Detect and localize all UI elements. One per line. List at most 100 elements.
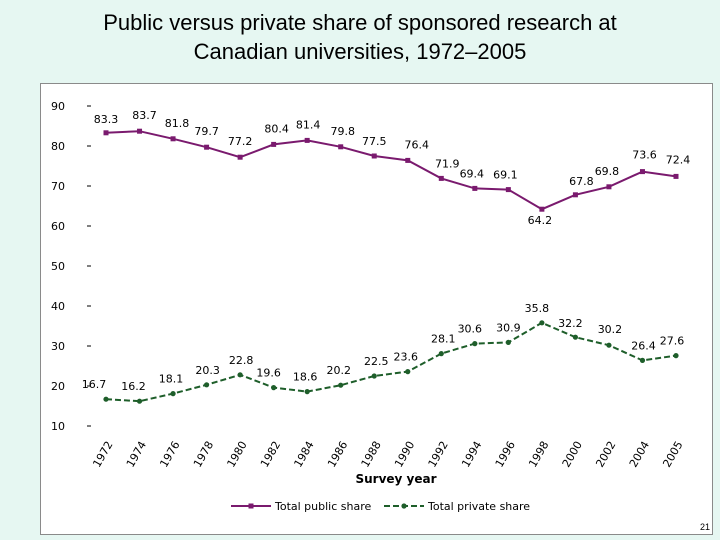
x-tick-label-1988: 1988 bbox=[359, 439, 384, 470]
private-point-1988 bbox=[371, 373, 377, 379]
public-point-1988 bbox=[371, 153, 377, 159]
public-value-label-1992: 71.9 bbox=[435, 157, 460, 170]
public-point-1976 bbox=[170, 136, 176, 142]
legend-public-marker bbox=[248, 503, 254, 509]
public-point-1992 bbox=[438, 175, 444, 181]
y-tick-label-50: 50 bbox=[51, 260, 65, 273]
x-tick-label-1994: 1994 bbox=[459, 439, 484, 470]
private-point-1994 bbox=[472, 341, 478, 347]
public-point-1998 bbox=[539, 206, 545, 212]
slide-title-line-1: Public versus private share of sponsored… bbox=[103, 10, 617, 35]
public-value-label-1980: 77.2 bbox=[228, 135, 253, 148]
private-value-label-1992: 28.1 bbox=[431, 333, 456, 346]
y-tick-label-60: 60 bbox=[51, 220, 65, 233]
public-value-label-1986: 79.8 bbox=[330, 125, 355, 138]
public-value-label-1974: 83.7 bbox=[132, 109, 157, 122]
public-value-label-2004: 73.6 bbox=[632, 149, 657, 162]
private-point-1972 bbox=[103, 396, 109, 402]
private-point-1974 bbox=[136, 398, 143, 404]
y-tick-label-40: 40 bbox=[51, 300, 65, 313]
public-value-label-1984: 81.4 bbox=[296, 118, 321, 131]
public-point-1972 bbox=[103, 130, 109, 136]
private-share-line bbox=[105, 321, 677, 403]
private-point-1978 bbox=[203, 382, 210, 388]
public-point-1974 bbox=[137, 128, 143, 134]
public-point-2002 bbox=[606, 184, 612, 190]
private-value-label-1972: 16.7 bbox=[82, 378, 107, 391]
x-tick-label-1972: 1972 bbox=[90, 439, 115, 470]
public-point-1982 bbox=[271, 141, 277, 147]
public-point-1990 bbox=[405, 157, 411, 163]
y-tick-label-30: 30 bbox=[51, 340, 65, 353]
public-value-label-1988: 77.5 bbox=[362, 135, 387, 148]
y-tick-label-80: 80 bbox=[51, 140, 65, 153]
x-tick-label-1982: 1982 bbox=[258, 439, 283, 470]
private-point-1984 bbox=[304, 389, 310, 395]
x-tick-label-1980: 1980 bbox=[224, 439, 249, 470]
slide-title-line-2: Canadian universities, 1972–2005 bbox=[193, 39, 527, 64]
public-point-2000 bbox=[572, 192, 578, 198]
private-point-1982 bbox=[271, 385, 277, 391]
private-value-label-1998: 35.8 bbox=[525, 302, 550, 315]
public-point-1994 bbox=[472, 185, 478, 191]
x-tick-label-2004: 2004 bbox=[627, 439, 652, 470]
private-value-label-2002: 30.2 bbox=[598, 323, 623, 336]
x-tick-label-1990: 1990 bbox=[392, 439, 417, 470]
x-tick-label-2002: 2002 bbox=[593, 439, 618, 470]
private-point-2002 bbox=[606, 342, 612, 348]
y-tick-label-70: 70 bbox=[51, 180, 65, 193]
public-value-label-2005: 72.4 bbox=[666, 153, 691, 166]
private-value-label-1994: 30.6 bbox=[458, 323, 483, 336]
x-tick-label-1992: 1992 bbox=[426, 439, 451, 470]
x-tick-label-2000: 2000 bbox=[560, 439, 585, 470]
public-value-label-1994: 69.4 bbox=[460, 167, 485, 180]
private-value-label-1990: 23.6 bbox=[394, 351, 419, 364]
private-value-label-1996: 30.9 bbox=[496, 321, 520, 334]
y-tick-label-90: 90 bbox=[51, 100, 65, 113]
x-tick-label-1986: 1986 bbox=[325, 439, 350, 470]
private-value-label-2000: 32.2 bbox=[558, 317, 583, 330]
public-value-label-2000: 67.8 bbox=[569, 175, 594, 188]
private-value-label-1980: 22.8 bbox=[229, 354, 254, 367]
private-point-2005 bbox=[673, 353, 679, 359]
public-value-label-2002: 69.8 bbox=[595, 165, 620, 178]
private-value-label-1984: 18.6 bbox=[293, 371, 318, 384]
public-value-label-1982: 80.4 bbox=[264, 122, 289, 135]
public-point-1984 bbox=[304, 137, 310, 143]
chart-frame: 10 20 30 40 50 60 70 80 90 1972 1974 1976 1978 1980 19… bbox=[40, 83, 713, 535]
public-point-1996 bbox=[505, 187, 511, 193]
private-value-label-1974: 16.2 bbox=[121, 380, 146, 393]
x-tick-label-1974: 1974 bbox=[124, 439, 149, 470]
public-value-label-1976: 81.8 bbox=[165, 117, 190, 130]
private-point-1976 bbox=[170, 391, 176, 397]
slide-title: Public versus private share of sponsored… bbox=[0, 8, 720, 66]
public-point-2004 bbox=[639, 169, 645, 175]
public-value-label-1978: 79.7 bbox=[194, 125, 219, 138]
private-value-label-1976: 18.1 bbox=[159, 373, 184, 386]
x-tick-label-2005: 2005 bbox=[660, 439, 685, 470]
public-point-1986 bbox=[338, 144, 344, 150]
public-value-label-1998: 64.2 bbox=[528, 214, 553, 227]
x-axis-title: Survey year bbox=[355, 472, 436, 486]
public-value-label-1996: 69.1 bbox=[493, 169, 517, 182]
private-value-label-1986: 20.2 bbox=[326, 364, 351, 377]
y-tick-label-10: 10 bbox=[51, 420, 65, 433]
legend-private-marker bbox=[401, 503, 407, 509]
legend-public-label: Total public share bbox=[274, 500, 372, 513]
x-tick-label-1984: 1984 bbox=[292, 439, 317, 470]
public-share-line bbox=[105, 130, 677, 211]
private-point-1992 bbox=[438, 351, 444, 357]
private-value-label-1988: 22.5 bbox=[364, 355, 389, 368]
public-value-label-1972: 83.3 bbox=[94, 113, 119, 126]
private-point-1996 bbox=[505, 339, 511, 345]
x-tick-label-1976: 1976 bbox=[157, 439, 182, 470]
legend-private-label: Total private share bbox=[427, 500, 530, 513]
private-point-1990 bbox=[405, 369, 411, 375]
public-point-1978 bbox=[204, 144, 210, 150]
private-point-1980 bbox=[237, 372, 243, 378]
public-point-1980 bbox=[237, 154, 243, 160]
x-tick-label-1996: 1996 bbox=[493, 439, 518, 470]
public-value-label-1990: 76.4 bbox=[405, 138, 430, 151]
y-tick-label-20: 20 bbox=[51, 380, 65, 393]
private-point-1986 bbox=[338, 382, 344, 388]
